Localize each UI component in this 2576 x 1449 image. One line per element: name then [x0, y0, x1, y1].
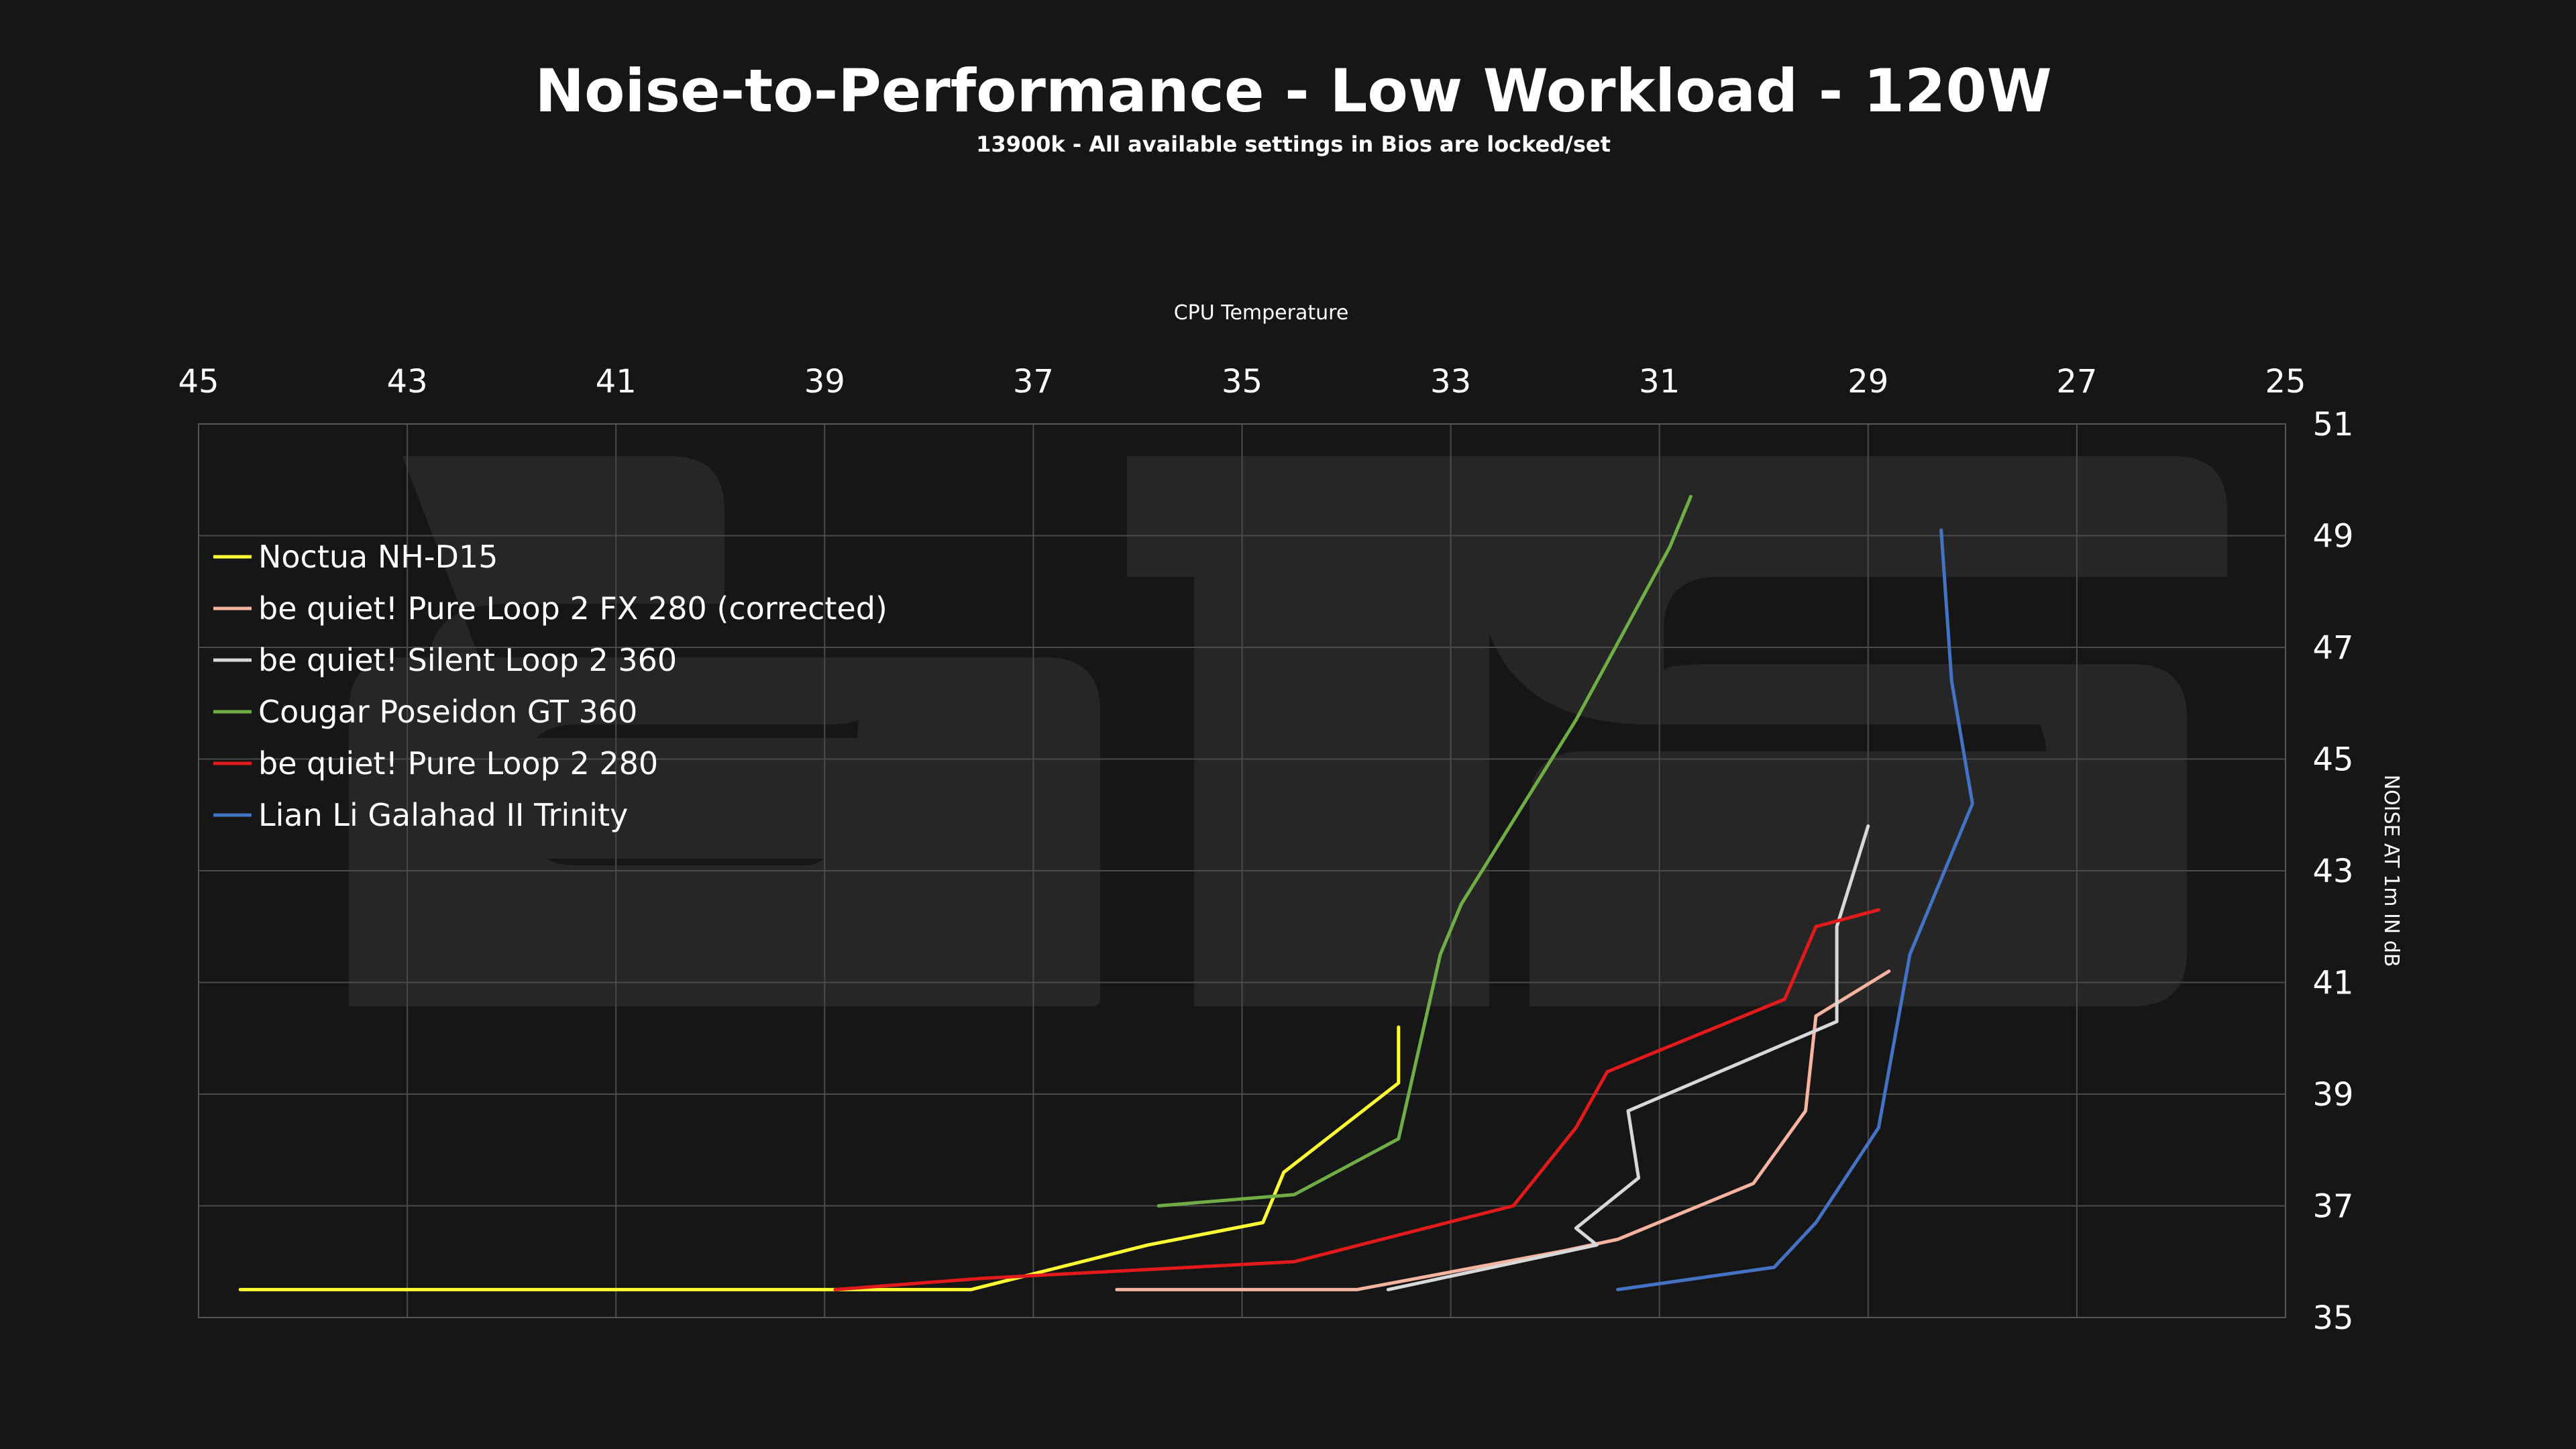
y-tick-label: 49 [2312, 518, 2353, 555]
chart-title: Noise-to-Performance - Low Workload - 12… [535, 56, 2051, 125]
y-axis-ticks: 35 37 39 41 43 45 47 49 51 [2312, 406, 2353, 1337]
y-tick-label: 51 [2312, 406, 2353, 443]
y-tick-label: 47 [2312, 629, 2353, 667]
y-tick-label: 41 [2312, 965, 2353, 1002]
x-tick-label: 41 [596, 363, 637, 400]
legend-entry: Cougar Poseidon GT 360 [258, 694, 637, 730]
series-lines [238, 494, 1974, 1291]
chart-subtitle: 13900k - All available settings in Bios … [976, 131, 1611, 157]
legend: Noctua NH-D15 be quiet! Pure Loop 2 FX 28… [213, 539, 888, 833]
y-tick-label: 35 [2312, 1299, 2353, 1337]
series-line [238, 1025, 1401, 1291]
x-tick-label: 43 [387, 363, 428, 400]
legend-entry: Lian Li Galahad II Trinity [258, 797, 628, 833]
legend-entry: be quiet! Silent Loop 2 360 [258, 642, 677, 678]
x-tick-label: 39 [804, 363, 845, 400]
series-line [1115, 969, 1891, 1291]
x-tick-label: 25 [2265, 363, 2306, 400]
y-axis-title: NOISE AT 1m IN dB [2379, 775, 2403, 967]
x-axis-ticks: 45 43 41 39 37 35 33 31 29 27 25 [178, 363, 2306, 400]
x-tick-label: 37 [1013, 363, 1054, 400]
series-line [833, 908, 1880, 1291]
legend-entry: Noctua NH-D15 [258, 539, 498, 575]
x-tick-label: 27 [2056, 363, 2097, 400]
series-line [1157, 494, 1693, 1208]
x-tick-label: 31 [1639, 363, 1680, 400]
y-tick-label: 45 [2312, 741, 2353, 779]
x-tick-label: 35 [1222, 363, 1263, 400]
plot-frame [198, 423, 2286, 1318]
legend-entry: be quiet! Pure Loop 2 FX 280 (corrected) [258, 590, 888, 627]
x-tick-label: 33 [1430, 363, 1471, 400]
y-tick-label: 39 [2312, 1076, 2353, 1114]
x-tick-label: 29 [1847, 363, 1888, 400]
series-line [1386, 824, 1870, 1291]
x-tick-label: 45 [178, 363, 219, 400]
x-axis-title: CPU Temperature [1174, 301, 1349, 325]
legend-entry: be quiet! Pure Loop 2 280 [258, 745, 658, 782]
y-tick-label: 43 [2312, 853, 2353, 890]
series-line [1616, 528, 1974, 1291]
y-tick-label: 37 [2312, 1188, 2353, 1226]
sts-watermark [349, 456, 2227, 1006]
